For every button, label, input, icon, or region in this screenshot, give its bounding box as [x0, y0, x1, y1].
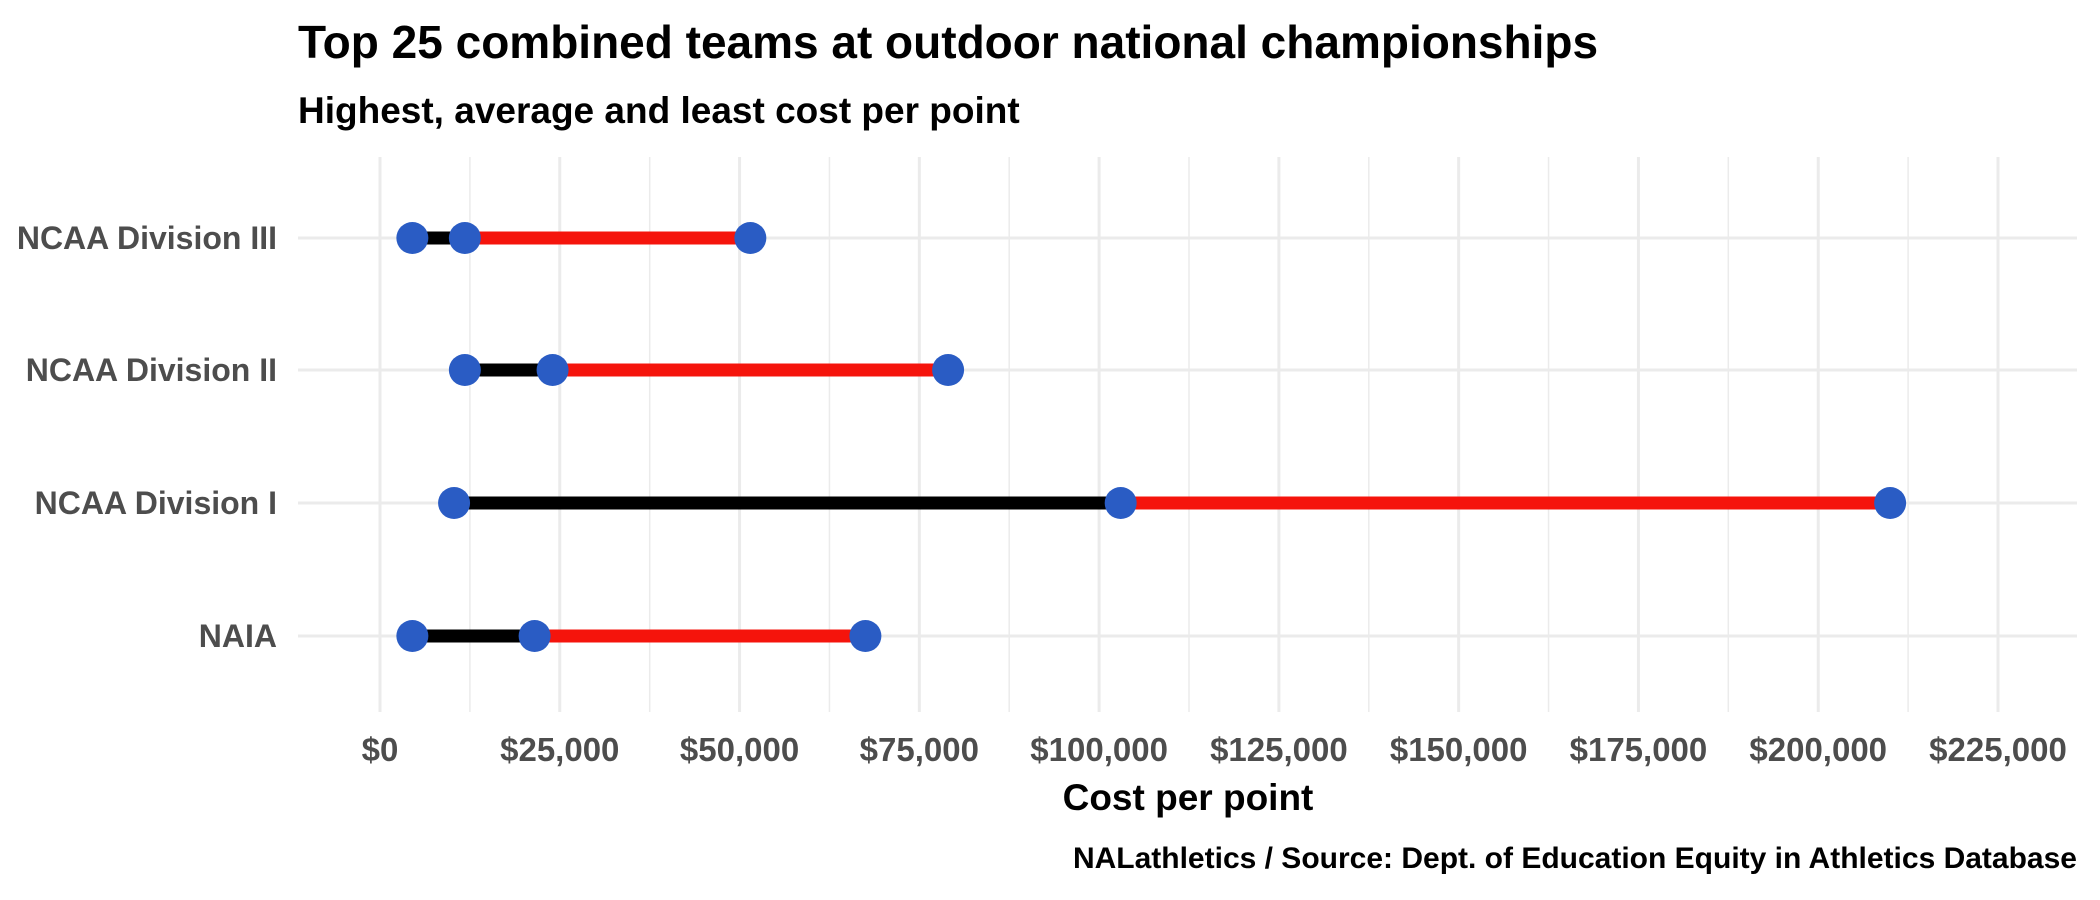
- x-tick-label: $150,000: [1390, 731, 1528, 768]
- x-tick-label: $100,000: [1030, 731, 1168, 768]
- average-cost-point: [518, 620, 551, 652]
- average-cost-point: [536, 354, 569, 386]
- dumbbell-segments: [412, 231, 1891, 643]
- chart-title: Top 25 combined teams at outdoor nationa…: [298, 16, 1598, 68]
- average-cost-point: [448, 222, 481, 254]
- average-cost-point: [1104, 487, 1137, 519]
- least-cost-point: [396, 222, 429, 254]
- x-tick-label: $0: [362, 731, 399, 768]
- x-tick-label: $175,000: [1570, 731, 1708, 768]
- y-tick-label: NCAA Division III: [17, 220, 277, 256]
- x-tick-label: $25,000: [500, 731, 619, 768]
- y-axis-tick-labels: NCAA Division III NCAA Division II NCAA Di…: [17, 220, 277, 654]
- highest-cost-point: [734, 222, 767, 254]
- least-cost-point: [438, 487, 471, 519]
- x-tick-label: $50,000: [680, 731, 799, 768]
- least-cost-point: [396, 620, 429, 652]
- dumbbell-points: [396, 222, 1907, 652]
- x-tick-label: $75,000: [860, 731, 979, 768]
- x-tick-label: $225,000: [1929, 731, 2067, 768]
- x-tick-label: $200,000: [1749, 731, 1887, 768]
- highest-cost-point: [932, 354, 965, 386]
- x-tick-label: $125,000: [1210, 731, 1348, 768]
- highest-cost-point: [1874, 487, 1907, 519]
- y-tick-label: NCAA Division I: [35, 485, 277, 521]
- y-tick-label: NAIA: [199, 618, 277, 654]
- chart-caption: NALathletics / Source: Dept. of Educatio…: [1073, 842, 2077, 875]
- least-cost-point: [448, 354, 481, 386]
- x-axis-label: Cost per point: [1063, 777, 1314, 818]
- y-tick-label: NCAA Division II: [26, 352, 277, 388]
- highest-cost-point: [849, 620, 882, 652]
- chart-subtitle: Highest, average and least cost per poin…: [298, 90, 1020, 131]
- x-axis-tick-labels: $0 $25,000 $50,000 $75,000 $100,000 $125,000 $…: [362, 731, 2067, 768]
